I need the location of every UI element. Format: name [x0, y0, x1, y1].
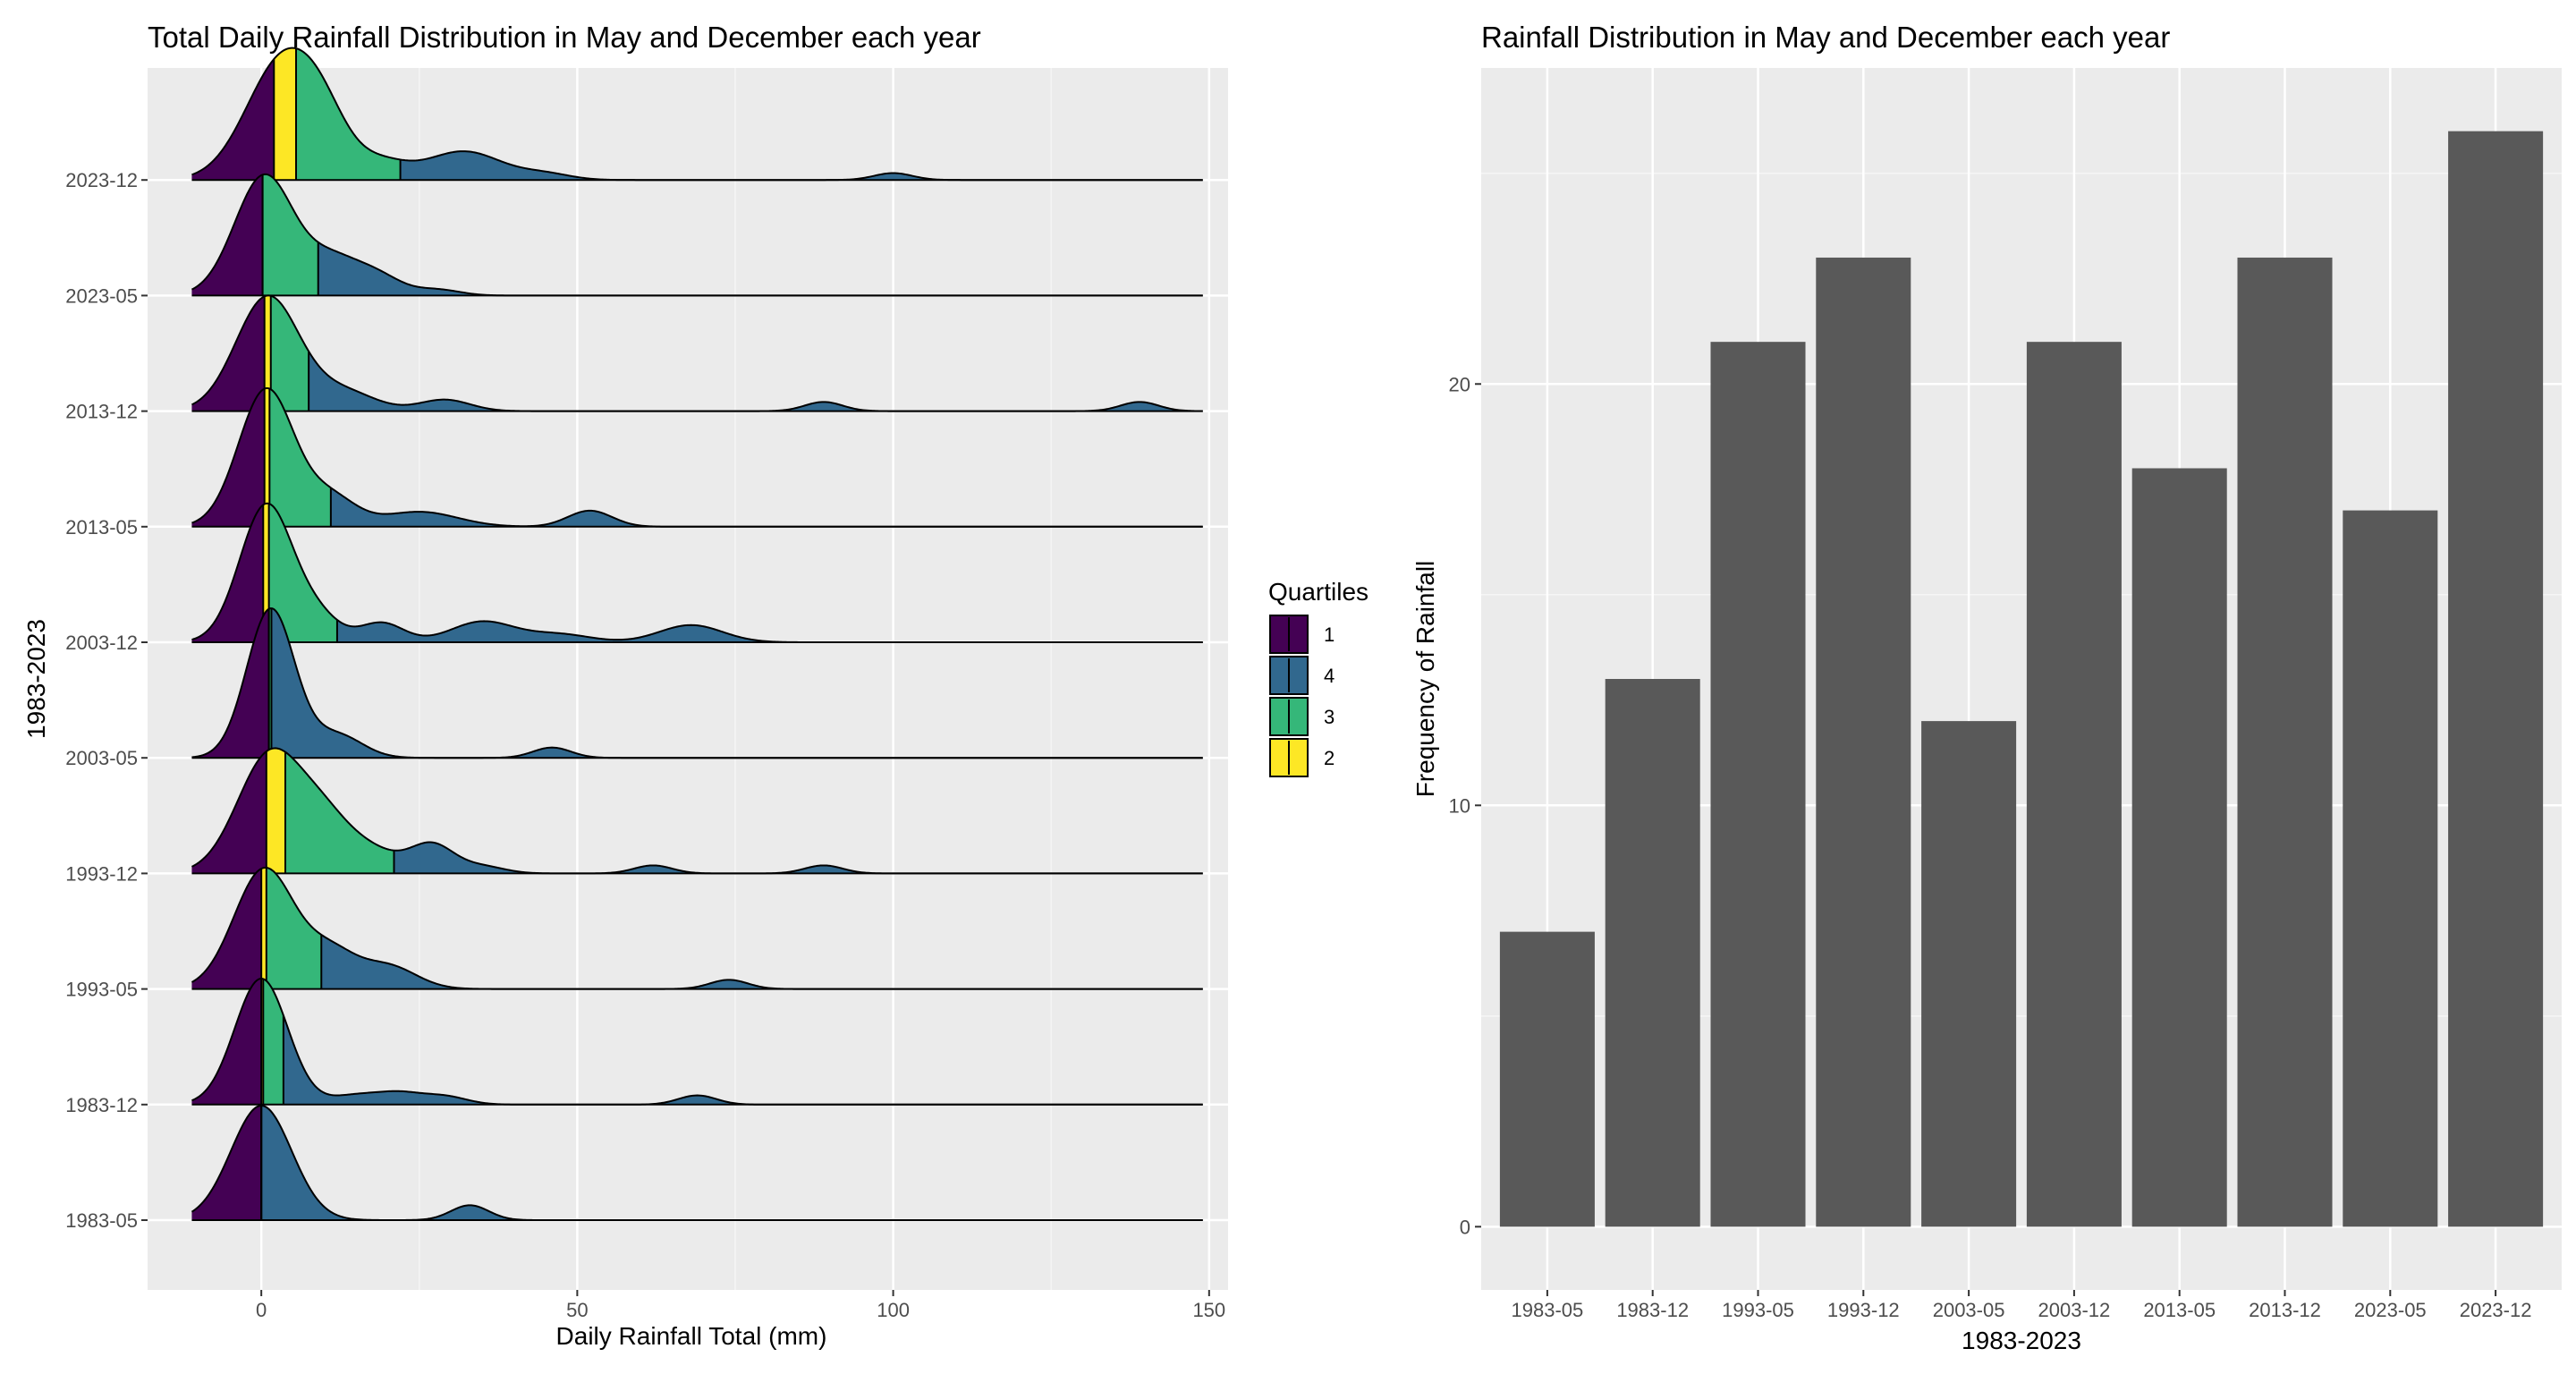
- ridge-y-tick-label: 2013-05: [65, 516, 138, 539]
- bar-2013-05: [2131, 468, 2227, 1227]
- ridge-2003-05: [191, 606, 1203, 759]
- ridge-x-tick-label: 150: [1192, 1299, 1225, 1321]
- ridge-1993-05: [191, 866, 1203, 990]
- ridge-y-tick-label: 1983-05: [65, 1209, 138, 1232]
- ridge-x-axis-label: Daily Rainfall Total (mm): [556, 1322, 827, 1350]
- ridge-y-tick-label: 2003-12: [65, 632, 138, 654]
- ridge-2003-12: [191, 502, 1203, 643]
- ridge-quartile-3-fill: [270, 295, 309, 411]
- ridge-chart-title: Total Daily Rainfall Distribution in May…: [148, 21, 981, 54]
- ridge-quartile-1-fill: [191, 978, 262, 1105]
- bar-x-tick-label: 2023-12: [2460, 1299, 2532, 1321]
- ridge-quartile-3-fill: [296, 48, 401, 181]
- bar-x-tick-label: 2003-12: [2038, 1299, 2111, 1321]
- ridge-x-tick-label: 50: [566, 1299, 588, 1321]
- bar-y-tick-label: 20: [1449, 373, 1470, 395]
- ridge-quartile-4-fill: [321, 934, 1203, 989]
- ridge-1983-05: [191, 1104, 1203, 1221]
- bar-2003-05: [1921, 721, 2017, 1227]
- ridge-x-tick-labels: 0 50 100 150: [256, 1290, 1225, 1321]
- ridge-quartile-1-fill: [191, 751, 267, 874]
- ridge-y-tick-label: 2023-05: [65, 284, 138, 307]
- ridge-2023-05: [191, 173, 1203, 297]
- bar-x-tick-label: 2003-05: [1933, 1299, 2005, 1321]
- bar-x-tick-label: 1983-05: [1512, 1299, 1584, 1321]
- legend-label-1: 1: [1324, 623, 1335, 646]
- bar-1983-12: [1605, 679, 1700, 1227]
- ridge-quartile-4-fill: [283, 1015, 1203, 1105]
- ridge-y-axis-label: 1983-2023: [22, 619, 50, 739]
- ridge-y-tick-label: 2003-05: [65, 747, 138, 769]
- ridge-quartile-2-fill: [261, 867, 267, 989]
- bar-x-axis-label: 1983-2023: [1962, 1327, 2081, 1354]
- ridge-y-tick-label: 2013-12: [65, 401, 138, 423]
- bar-1993-05: [1710, 342, 1806, 1227]
- legend-title: Quartiles: [1268, 578, 1368, 606]
- bar-y-axis-label: Frequency of Rainfall: [1411, 561, 1439, 798]
- bar-series: [1499, 131, 2544, 1227]
- ridge-quartile-1-fill: [191, 608, 269, 759]
- legend-label-2: 2: [1324, 747, 1335, 769]
- ridge-quartile-3-fill: [263, 979, 284, 1105]
- ridge-quartile-2-fill: [263, 503, 269, 642]
- bar-x-tick-label: 2023-05: [2354, 1299, 2427, 1321]
- ridge-quartile-2-fill: [266, 748, 285, 874]
- ridge-quartile-1-fill: [191, 174, 263, 296]
- ridge-y-tick-labels: 1983-05 1983-12 1993-05 1993-12 2003-05 2003-…: [65, 169, 148, 1232]
- bar-y-tick-label: 0: [1460, 1216, 1470, 1238]
- ridge-quartile-2-fill: [264, 387, 270, 527]
- bar-x-tick-label: 1983-12: [1616, 1299, 1689, 1321]
- ridge-quartile-4-fill: [330, 488, 1203, 527]
- ridge-x-tick-label: 0: [256, 1299, 267, 1321]
- bar-x-tick-label: 1993-12: [1827, 1299, 1900, 1321]
- ridge-quartile-1-fill: [191, 296, 265, 411]
- ridge-quartile-4-fill: [336, 619, 1203, 642]
- bar-2013-12: [2237, 257, 2333, 1227]
- ridge-1993-12: [191, 747, 1203, 875]
- bar-2003-12: [2026, 342, 2122, 1227]
- ridge-quartile-3-fill: [262, 174, 318, 296]
- bar-y-tick-labels: 0 10 20: [1449, 373, 1481, 1238]
- ridge-quartile-3-fill: [285, 751, 394, 874]
- ridge-quartile-3-fill: [266, 867, 322, 989]
- ridge-quartile-1-fill: [191, 505, 264, 642]
- bar-x-tick-label: 1993-05: [1722, 1299, 1794, 1321]
- ridge-quartile-2-fill: [264, 295, 271, 411]
- ridge-quartile-3-fill: [269, 388, 331, 527]
- bar-1983-05: [1499, 931, 1595, 1227]
- ridge-y-tick-label: 1983-12: [65, 1094, 138, 1116]
- ridge-y-tick-label: 1993-12: [65, 862, 138, 885]
- ridge-y-tick-label: 1993-05: [65, 979, 138, 1001]
- legend-label-3: 3: [1324, 706, 1335, 728]
- ridge-1983-12: [191, 977, 1203, 1106]
- bar-x-tick-label: 2013-12: [2249, 1299, 2321, 1321]
- ridge-quartile-1-fill: [191, 59, 275, 181]
- bar-x-tick-labels: 1983-05 1983-12 1993-05 1993-12 2003-05 2003-…: [1512, 1290, 2532, 1321]
- ridge-quartile-2-fill: [274, 47, 297, 181]
- bar-y-tick-label: 10: [1449, 794, 1470, 817]
- ridge-2023-12: [191, 47, 1203, 182]
- ridge-2013-05: [191, 386, 1203, 528]
- bar-x-tick-label: 2013-05: [2143, 1299, 2216, 1321]
- ridge-densities: [191, 47, 1203, 1221]
- ridge-y-tick-label: 2023-12: [65, 169, 138, 191]
- ridge-x-tick-label: 100: [877, 1299, 910, 1321]
- ridge-quartile-1-fill: [191, 869, 262, 989]
- ridge-quartile-4-fill: [318, 242, 1203, 296]
- bar-1993-12: [1816, 257, 1911, 1227]
- legend-items: 1 4 3 2: [1269, 615, 1335, 777]
- ridge-quartile-4-fill: [394, 842, 1203, 874]
- bar-chart-title: Rainfall Distribution in May and Decembe…: [1481, 21, 2170, 54]
- bar-2023-12: [2448, 131, 2544, 1227]
- legend-label-4: 4: [1324, 665, 1335, 687]
- legend: Quartiles 1 4 3 2: [1268, 578, 1368, 777]
- bar-2023-05: [2343, 510, 2438, 1227]
